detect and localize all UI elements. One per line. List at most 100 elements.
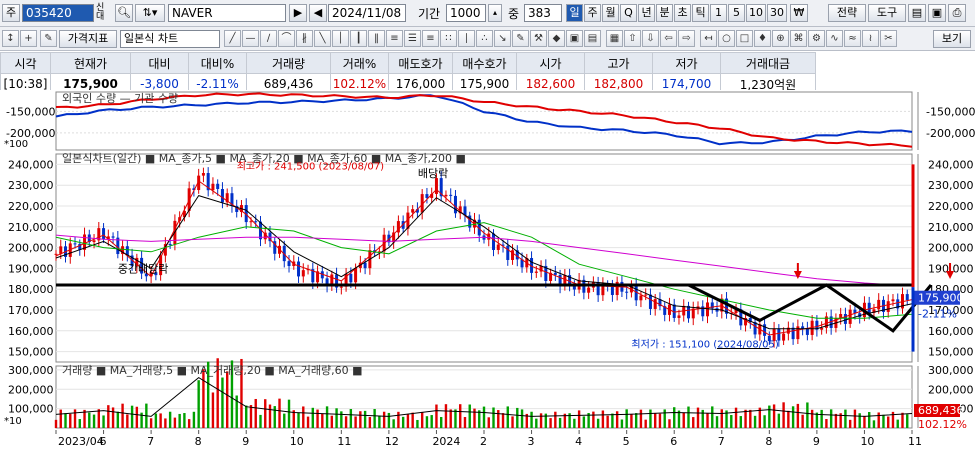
timeframe-button-8[interactable]: 1 (710, 4, 727, 22)
timeframe-button-6[interactable]: 초 (674, 4, 691, 22)
vline-tool-icon[interactable]: │ (332, 30, 349, 47)
print-icon[interactable]: ⎙ (948, 4, 966, 22)
timeframe-button-10[interactable]: 10 (746, 4, 766, 22)
back-tool-icon[interactable]: ↤ (700, 30, 717, 47)
volume-bar-128 (663, 409, 666, 428)
fan-tool-icon[interactable]: ∦ (296, 30, 313, 47)
circle-tool-icon[interactable]: ○ (718, 30, 735, 47)
candle-body-70 (387, 234, 391, 243)
volume-bar-129 (668, 419, 671, 428)
volume-scale-mark: *10 (4, 416, 22, 427)
candle-body-115 (601, 284, 605, 296)
tools-button[interactable]: 도구 (868, 4, 906, 22)
sort-icon[interactable]: ⇅▾ (135, 4, 165, 22)
price-tick-left-8: 230,000 (8, 179, 54, 192)
box3-tool-icon[interactable]: ▦ (606, 30, 623, 47)
arc-tool-icon[interactable]: ⌒ (278, 30, 295, 47)
square-tool-icon[interactable]: □ (736, 30, 753, 47)
volume-bar-60 (340, 411, 343, 428)
view-button[interactable]: 보기 (933, 30, 971, 48)
count-input[interactable]: 383 (524, 4, 562, 22)
cut-tool-icon[interactable]: ✂ (880, 30, 897, 47)
currency-icon[interactable]: ₩ (790, 4, 808, 22)
candle-body-61 (344, 273, 348, 287)
volume-bar-35 (221, 377, 224, 428)
x-tick-label-15: 8 (765, 435, 772, 448)
stock-name-field[interactable]: NAVER (168, 4, 286, 22)
target-tool-icon[interactable]: ⊕ (772, 30, 789, 47)
candle-body-126 (653, 299, 657, 309)
volume-bar-15 (126, 414, 129, 428)
timeframe-button-2[interactable]: 월 (602, 4, 619, 22)
market-selector[interactable]: 주 (2, 4, 20, 22)
price-tick-right-5: 200,000 (928, 242, 974, 255)
x-tick-label-2: 7 (147, 435, 154, 448)
pencil-tool-icon[interactable]: ✎ (512, 30, 529, 47)
timeframe-button-1[interactable]: 주 (584, 4, 601, 22)
timeframe-button-4[interactable]: 년 (638, 4, 655, 22)
tool-tool-icon[interactable]: ⚒ (530, 30, 547, 47)
edit-icon[interactable]: ✎ (40, 30, 57, 47)
dots-tool-icon[interactable]: ∷ (440, 30, 457, 47)
chart-area[interactable]: -150,000 -150,000 -200,000 -200,000 외국인 수량 —… (0, 90, 975, 453)
wave-tool-icon[interactable]: ∿ (826, 30, 843, 47)
up-down-icon[interactable]: ↕ (2, 30, 19, 47)
cross-tool-icon[interactable]: ⌘ (790, 30, 807, 47)
prev-arrow-icon[interactable]: ◀ (309, 4, 327, 22)
candle-body-31 (201, 173, 205, 176)
plus-icon[interactable]: + (20, 30, 37, 47)
line-tool-icon[interactable]: ╱ (224, 30, 241, 47)
folder-icon[interactable]: ▤ (908, 4, 926, 22)
levels-tool-icon[interactable]: ≡ (422, 30, 439, 47)
zigzag-tool-icon[interactable]: ≀ (862, 30, 879, 47)
volume-bar-4 (73, 409, 77, 428)
count-label: 중 (508, 7, 520, 21)
strategy-button[interactable]: 전략 (828, 4, 866, 22)
period-input[interactable]: 1000 (446, 4, 486, 22)
volume-bar-0 (54, 419, 58, 428)
candle-body-104 (549, 272, 553, 281)
arrow-tool-icon[interactable]: ↘ (494, 30, 511, 47)
save-icon[interactable]: ▣ (928, 4, 946, 22)
down-line-tool-icon[interactable]: ╲ (314, 30, 331, 47)
date-input[interactable]: 2024/11/08 (328, 4, 406, 22)
volume-bar-26 (178, 413, 181, 428)
candle-body-63 (354, 267, 358, 283)
chart-type-select[interactable]: 일본식 차트 (120, 30, 220, 48)
stock-code-input[interactable]: 035420 (22, 4, 94, 22)
volume-bar-175 (887, 416, 890, 428)
down-tool-icon[interactable]: ⇩ (642, 30, 659, 47)
fib-tool-icon[interactable]: ≡ (386, 30, 403, 47)
search-icon[interactable]: 🔍︎ (115, 4, 133, 22)
approx-tool-icon[interactable]: ≈ (844, 30, 861, 47)
parallel-tool-icon[interactable]: ‖ (368, 30, 385, 47)
gear-tool-icon[interactable]: ⚙ (808, 30, 825, 47)
timeframe-button-11[interactable]: 30 (767, 4, 787, 22)
timeframe-button-9[interactable]: 5 (728, 4, 745, 22)
box2-tool-icon[interactable]: ▤ (584, 30, 601, 47)
grid-tool-icon[interactable]: ☰ (404, 30, 421, 47)
bar-tool-icon[interactable]: ∣ (458, 30, 475, 47)
price-tick-right-0: 150,000 (928, 346, 974, 359)
volume-bar-71 (392, 419, 395, 428)
period-spinner-icon[interactable]: ▴ (488, 4, 502, 22)
right-tool-icon[interactable]: ⇨ (678, 30, 695, 47)
quote-header-4: 거래량 (246, 52, 331, 74)
price-indicator-button[interactable]: 가격지표 (59, 30, 117, 48)
timeframe-button-7[interactable]: 틱 (692, 4, 709, 22)
rhombus-tool-icon[interactable]: ♦ (754, 30, 771, 47)
candle-body-55 (316, 271, 320, 283)
timeframe-button-5[interactable]: 분 (656, 4, 673, 22)
up-tool-icon[interactable]: ⇧ (624, 30, 641, 47)
next-arrow-icon[interactable]: ▶ (289, 4, 307, 22)
vline2-tool-icon[interactable]: ┃ (350, 30, 367, 47)
timeframe-button-0[interactable]: 일 (566, 4, 583, 22)
period-tool-icon[interactable]: ∴ (476, 30, 493, 47)
hline-tool-icon[interactable]: — (242, 30, 259, 47)
box-tool-icon[interactable]: ▣ (566, 30, 583, 47)
ray-tool-icon[interactable]: ∕ (260, 30, 277, 47)
code-badges: 신 대 (96, 4, 114, 22)
left-tool-icon[interactable]: ⇦ (660, 30, 677, 47)
timeframe-button-3[interactable]: Q (620, 4, 637, 22)
diamond-tool-icon[interactable]: ◆ (548, 30, 565, 47)
